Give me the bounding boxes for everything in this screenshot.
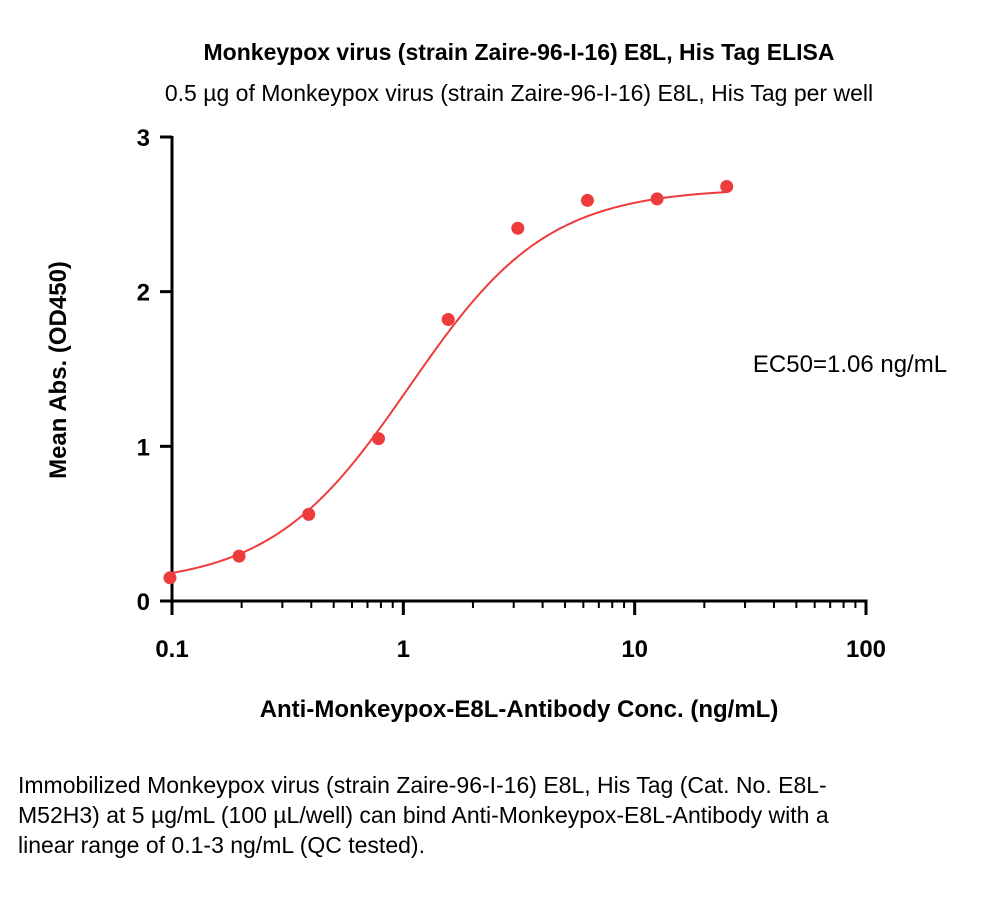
elisa-chart: Monkeypox virus (strain Zaire-96-I-16) E…	[45, 39, 947, 723]
data-point	[302, 507, 316, 521]
y-axis-label: Mean Abs. (OD450)	[45, 261, 72, 479]
data-point	[232, 549, 246, 563]
ec50-annotation: EC50=1.06 ng/mL	[753, 351, 947, 378]
x-tick-label: 100	[846, 636, 886, 663]
x-tick-label: 10	[621, 636, 648, 663]
fit-curve-layer	[169, 191, 727, 575]
data-point	[371, 432, 385, 446]
y-tick-label: 2	[137, 280, 150, 307]
x-tick-label: 1	[397, 636, 410, 663]
y-tick-label: 3	[137, 125, 150, 152]
data-points	[163, 179, 734, 585]
chart-title: Monkeypox virus (strain Zaire-96-I-16) E…	[204, 39, 835, 65]
y-tick-label: 1	[137, 434, 150, 461]
data-point	[580, 193, 594, 207]
fit-curve	[169, 191, 727, 575]
axes: 0 1 2 3 0.1 1 10 100	[137, 125, 886, 663]
data-point	[720, 179, 734, 193]
data-point	[441, 313, 455, 327]
x-axis-label: Anti-Monkeypox-E8L-Antibody Conc. (ng/mL…	[260, 696, 779, 723]
data-point	[163, 571, 177, 585]
x-tick-label: 0.1	[155, 636, 188, 663]
chart-subtitle: 0.5 µg of Monkeypox virus (strain Zaire-…	[165, 80, 873, 106]
chart-svg: Monkeypox virus (strain Zaire-96-I-16) E…	[45, 39, 947, 723]
y-tick-label: 0	[137, 589, 150, 616]
data-point	[650, 192, 664, 206]
data-point	[511, 221, 525, 235]
figure-caption: Immobilized Monkeypox virus (strain Zair…	[18, 772, 829, 858]
